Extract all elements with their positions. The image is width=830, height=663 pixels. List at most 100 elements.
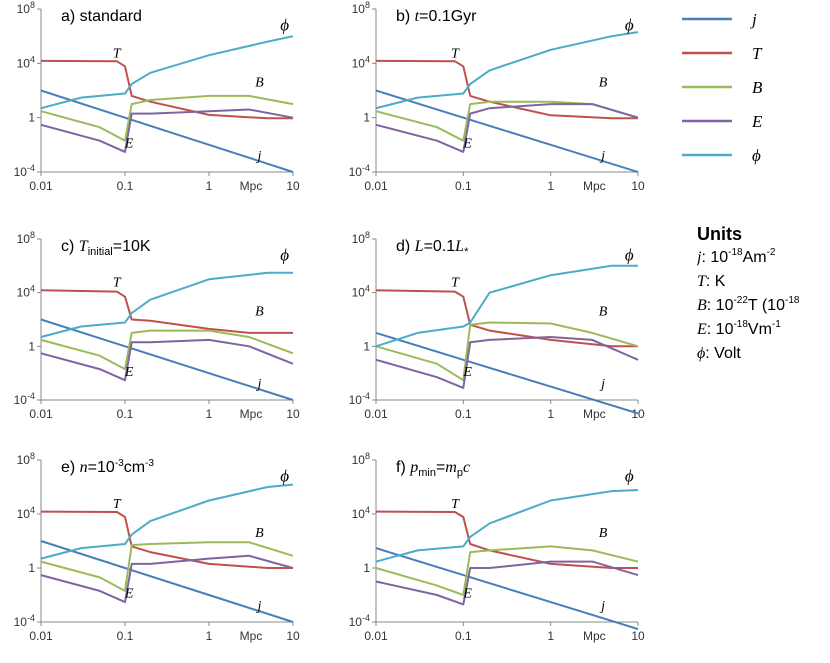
x-tick-label: 10 (631, 179, 645, 193)
series-T-line (40, 510, 293, 569)
annotation-E: E (462, 365, 472, 380)
series-phi-line (40, 483, 294, 560)
annotation-B: B (255, 76, 264, 91)
x-tick-label: 0.1 (117, 407, 134, 421)
annotation-B: B (599, 526, 608, 541)
annotation-B: B (255, 305, 264, 320)
y-tick-label: 104 (352, 54, 370, 70)
panel-b: 10-4 1 104 108 0.01 0.1 1 10 Mpc T B Ej ϕ b) t=0.1Gyr (349, 0, 645, 193)
series-j-line (40, 89, 294, 173)
y-tick-label: 108 (17, 451, 35, 467)
series-E-line (375, 336, 639, 389)
series-j-line (375, 331, 639, 415)
x-tick-label: 1 (547, 629, 554, 643)
x-axis-label: Mpc (583, 407, 606, 421)
panel-title: a) standard (61, 8, 142, 25)
legend-label-j: j (750, 10, 757, 29)
legend-label-phi: ϕ (752, 146, 761, 165)
y-tick-label: 108 (352, 451, 370, 467)
panel-title: c) Tinitial=10K (61, 238, 151, 258)
x-tick-label: 1 (547, 179, 554, 193)
y-tick-label: 108 (352, 0, 370, 16)
x-tick-label: 0.01 (364, 407, 388, 421)
annotation-E: E (462, 587, 472, 602)
series-phi-line (375, 264, 638, 348)
x-tick-label: 1 (547, 407, 554, 421)
y-tick-label: 1 (363, 561, 370, 575)
x-tick-label: 0.01 (364, 179, 388, 193)
y-tick-label: 1 (28, 111, 35, 125)
series-T-line (375, 59, 638, 120)
series-j-line (375, 547, 639, 631)
x-tick-label: 0.1 (117, 629, 134, 643)
annotation-j: j (255, 149, 261, 164)
series-B-line (40, 94, 294, 142)
units-line: ϕ: Volt (697, 345, 741, 362)
x-axis-label: Mpc (240, 179, 263, 193)
series-E-line (40, 108, 294, 153)
y-tick-label: 10-4 (349, 613, 370, 629)
x-tick-label: 1 (206, 179, 213, 193)
units-line: B: 10-22T (10-18 (697, 295, 800, 315)
series-j-line (40, 540, 294, 623)
x-tick-label: 0.01 (29, 179, 53, 193)
y-tick-label: 1 (363, 111, 370, 125)
series-T-line (40, 289, 293, 334)
annotation-j: j (599, 149, 605, 164)
x-tick-label: 10 (286, 179, 300, 193)
x-tick-label: 0.1 (455, 407, 472, 421)
x-axis-label: Mpc (240, 407, 263, 421)
panel-a: 10-4 1 104 108 0.01 0.1 1 10 Mpc T B Ej ϕ a) standard (14, 0, 300, 193)
panel-c: 10-4 1 104 108 0.01 0.1 1 10 Mpc T B Ej ϕ c) Tinitial… (14, 230, 300, 421)
x-axis-label: Mpc (240, 629, 263, 643)
legend-label-B: B (752, 78, 763, 97)
y-tick-label: 1 (363, 339, 370, 353)
annotation-j: j (599, 599, 605, 614)
panel-e: 10-4 1 104 108 0.01 0.1 1 10 Mpc T B Ej ϕ e) n=10-3cm… (14, 451, 300, 643)
series-phi-line (40, 271, 293, 338)
annotation-B: B (599, 76, 608, 91)
y-tick-label: 104 (17, 54, 35, 70)
y-tick-label: 108 (17, 0, 35, 16)
y-tick-label: 108 (17, 230, 35, 246)
annotation-T: T (451, 276, 460, 291)
panel-title: b) t=0.1Gyr (396, 8, 477, 25)
annotation-phi: ϕ (625, 16, 634, 35)
series-E-line (40, 554, 294, 604)
series-phi-line (375, 489, 639, 563)
panel-title: e) n=10-3cm-3 (61, 458, 154, 476)
panel-title: d) L=0.1L* (396, 238, 469, 258)
legend-label-T: T (752, 44, 763, 63)
y-tick-label: 104 (17, 505, 35, 521)
annotation-T: T (113, 497, 122, 512)
x-tick-label: 10 (286, 407, 300, 421)
panel-f: 10-4 1 104 108 0.01 0.1 1 10 Mpc T B Ej ϕ f) pmin=mpc (349, 451, 645, 643)
y-tick-label: 10-4 (349, 163, 370, 179)
units-line: T: K (697, 273, 726, 290)
annotation-phi: ϕ (625, 467, 634, 486)
x-tick-label: 0.01 (364, 629, 388, 643)
annotation-phi: ϕ (625, 245, 634, 264)
x-tick-label: 0.01 (29, 629, 53, 643)
series-T-line (375, 510, 638, 569)
panel-title: f) pmin=mpc (396, 459, 470, 479)
y-tick-label: 108 (352, 230, 370, 246)
series-B-line (40, 541, 294, 592)
y-tick-label: 10-4 (14, 391, 35, 407)
annotation-phi: ϕ (280, 467, 289, 486)
series-j-line (375, 89, 639, 173)
series-E-line (40, 338, 294, 382)
annotation-T: T (451, 46, 460, 61)
x-tick-label: 0.1 (117, 179, 134, 193)
series-B-line (375, 545, 639, 596)
series-B-line (375, 321, 639, 382)
x-tick-label: 1 (206, 629, 213, 643)
y-tick-label: 10-4 (14, 613, 35, 629)
annotation-E: E (124, 137, 134, 152)
units-title: Units (697, 224, 742, 244)
x-tick-label: 0.1 (455, 179, 472, 193)
annotation-E: E (124, 365, 134, 380)
annotation-j: j (599, 377, 605, 392)
